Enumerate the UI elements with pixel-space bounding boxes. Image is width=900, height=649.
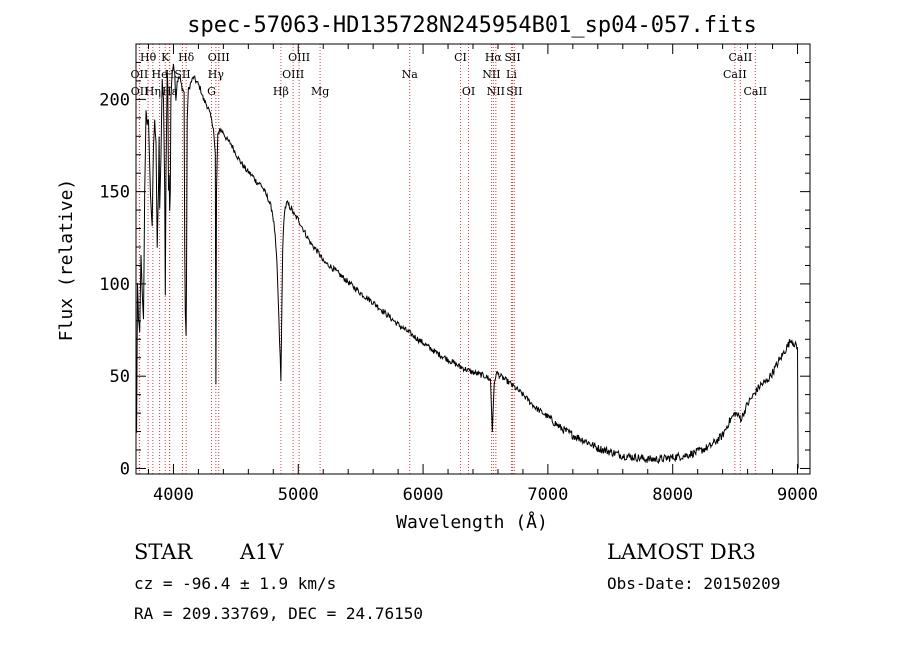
x-tick-label: 8000 [652, 485, 693, 505]
spectral-line-label: CaII [729, 51, 753, 64]
x-axis-label: Wavelength (Å) [396, 511, 548, 533]
spectral-line-label: Hδ [178, 51, 195, 64]
spectral-line-label: H [165, 68, 175, 81]
x-tick-label: 4000 [153, 485, 194, 505]
spectral-line-label: NII [487, 85, 505, 98]
spectral-line-label: He [152, 68, 168, 81]
spectral-class: A1V [239, 540, 285, 564]
spectral-line-label: CI [454, 51, 467, 64]
redshift-velocity: cz = -96.4 ± 1.9 km/s [134, 574, 336, 593]
spectral-line-label: Mg [311, 85, 329, 98]
x-tick-label: 7000 [527, 485, 568, 505]
coordinates: RA = 209.33769, DEC = 24.76150 [134, 604, 423, 623]
spectral-line-label: Hα [485, 51, 503, 64]
spectral-line-label: OII [131, 85, 149, 98]
spectral-line-label: Na [402, 68, 419, 81]
survey-name: LAMOST DR3 [607, 540, 756, 564]
spectral-line-label: NII [482, 68, 500, 81]
plot-frame [135, 43, 811, 475]
y-axis-label: Flux (relative) [56, 179, 77, 342]
x-tick-label: 9000 [777, 485, 818, 505]
spectral-line-label: Hθ [140, 51, 157, 64]
spectral-line-label: OI [462, 85, 475, 98]
y-tick-label: 150 [99, 183, 130, 203]
y-tick-label: 200 [99, 90, 130, 110]
spectral-line-label: CaII [743, 85, 767, 98]
spectral-line-label: Hβ [273, 85, 289, 98]
spectral-line-label: SII [174, 68, 190, 81]
y-axis: 0 50 100 150 200 [99, 61, 810, 479]
spectral-line-label: Hγ [208, 68, 225, 81]
spectral-line-label: SII [506, 85, 522, 98]
spectral-line-label: Hη [145, 85, 161, 98]
spectral-line-label: K [161, 51, 170, 64]
spectral-line-label: SII [504, 51, 520, 64]
x-tick-label: 6000 [403, 485, 444, 505]
y-tick-label: 100 [99, 275, 130, 295]
spectral-line-label: OIII [288, 51, 310, 64]
spectral-line-label: OIII [208, 51, 230, 64]
spectrum-line [135, 63, 799, 469]
spectral-line-label: OIII [282, 68, 304, 81]
x-tick-label: 5000 [278, 485, 319, 505]
spectral-line-label: Hε [162, 85, 178, 98]
spectral-line-label: Li [506, 68, 517, 81]
y-tick-label: 0 [120, 459, 130, 479]
spectral-line-label: G [207, 85, 216, 98]
chart-title: spec-57063-HD135728N245954B01_sp04-057.f… [187, 13, 757, 38]
object-type: STAR [134, 540, 193, 564]
y-tick-label: 50 [110, 367, 130, 387]
line-marker-group [138, 44, 756, 474]
spectral-line-label: OII [131, 68, 149, 81]
spectral-line-label: CaII [723, 68, 747, 81]
x-axis: 4000 5000 6000 7000 8000 9000 [147, 44, 818, 505]
observation-date: Obs-Date: 20150209 [607, 574, 780, 593]
